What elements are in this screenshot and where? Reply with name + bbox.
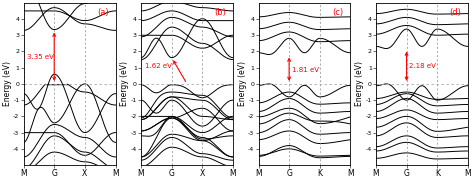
Text: (d): (d) — [449, 8, 461, 17]
Text: (b): (b) — [215, 8, 227, 17]
Text: (a): (a) — [97, 8, 109, 17]
Y-axis label: Energy (eV): Energy (eV) — [3, 61, 12, 106]
Text: 3.35 eV: 3.35 eV — [27, 54, 54, 60]
Text: 1.62 eV: 1.62 eV — [145, 63, 172, 69]
Y-axis label: Energy (eV): Energy (eV) — [355, 61, 364, 106]
Text: (c): (c) — [332, 8, 343, 17]
Y-axis label: Energy (eV): Energy (eV) — [237, 61, 246, 106]
Y-axis label: Energy (eV): Energy (eV) — [120, 61, 129, 106]
Text: 1.81 eV: 1.81 eV — [292, 67, 319, 73]
Text: 2.18 eV: 2.18 eV — [409, 63, 436, 69]
